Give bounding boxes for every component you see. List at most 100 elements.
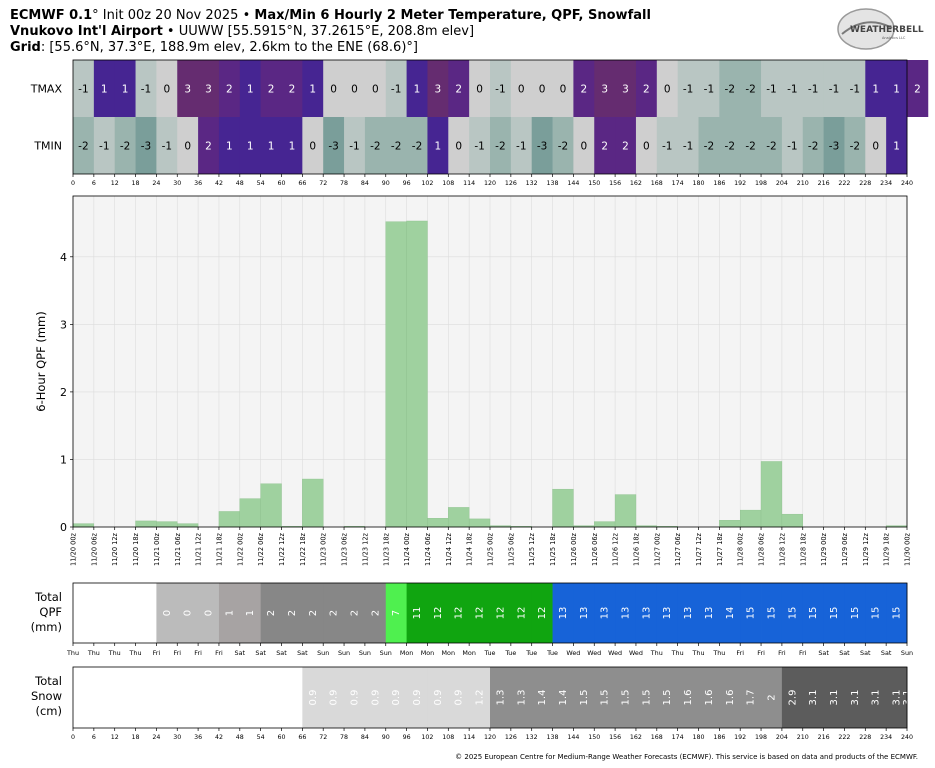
total-snow-hour-tick-label: 102: [421, 734, 433, 741]
qpf-date-tick-label: 11/29 00z: [820, 532, 828, 565]
total-qpf-weekday-label: Thu: [108, 649, 121, 657]
total-qpf-weekday-label: Fri: [153, 649, 161, 657]
total-qpf-label: QPF: [39, 605, 62, 619]
total-snow-cell: [635, 667, 658, 728]
qpf-ytick-label: 4: [60, 251, 67, 264]
total-qpf-weekday-label: Thu: [87, 649, 100, 657]
total-snow-hour-tick-label: 222: [838, 734, 850, 741]
total-qpf-weekday-label: Thu: [671, 649, 684, 657]
temp-hour-tick-label: 42: [215, 180, 223, 187]
total-snow-hour-tick-label: 84: [361, 734, 369, 741]
tmax-value: -1: [850, 84, 860, 96]
tmax-cell: [406, 60, 428, 117]
tmax-value: -1: [495, 84, 505, 96]
temp-hour-tick-label: 240: [901, 180, 913, 187]
temp-hour-tick-label: 138: [547, 180, 559, 187]
tmax-value: 1: [247, 84, 254, 96]
total-qpf-value: 13: [683, 607, 694, 620]
tmax-cell: [844, 60, 866, 117]
qpf-date-tick-label: 11/29 06z: [841, 532, 849, 565]
qpf-date-tick-label: 11/22 18z: [299, 532, 307, 565]
qpf-date-tick-label: 11/29 18z: [883, 532, 891, 565]
total-snow-hour-tick-label: 78: [340, 734, 348, 741]
tmin-value: -3: [829, 141, 839, 153]
total-qpf-weekday-label: Sat: [839, 649, 850, 657]
total-snow-cell: [364, 667, 387, 728]
total-snow-value: 1.5: [600, 690, 611, 706]
total-snow-label: Total: [34, 674, 62, 688]
tmax-value: -1: [787, 84, 797, 96]
total-qpf-value: 15: [829, 607, 840, 620]
temp-hour-tick-label: 144: [567, 180, 579, 187]
tmin-value: -1: [516, 141, 526, 153]
total-snow-cell: [406, 667, 428, 728]
tmax-value: 1: [101, 84, 108, 96]
tmax-value: -1: [808, 84, 818, 96]
total-snow-hour-tick-label: 120: [484, 734, 496, 741]
total-snow-hour-tick-label: 162: [630, 734, 642, 741]
tmax-cell: [656, 60, 679, 117]
qpf-date-tick-label: 11/22 00z: [236, 532, 244, 565]
total-qpf-value: 12: [475, 607, 486, 620]
temp-hour-tick-label: 12: [111, 180, 119, 187]
tmin-value: -3: [537, 141, 547, 153]
total-qpf-cell: [552, 583, 574, 643]
tmin-cell: [740, 117, 762, 174]
tmin-value: 2: [601, 141, 608, 153]
tmin-value: 1: [268, 141, 275, 153]
total-qpf-cell: [406, 583, 428, 643]
total-qpf-cell: [385, 583, 407, 643]
qpf-date-tick-label: 11/28 06z: [758, 532, 766, 565]
total-snow-cell: [781, 667, 804, 728]
total-qpf-weekday-label: Fri: [215, 649, 223, 657]
tmax-value: 0: [372, 84, 379, 96]
tmax-cell: [469, 60, 491, 117]
total-snow-hour-tick-label: 132: [526, 734, 538, 741]
total-qpf-weekday-label: Mon: [462, 649, 475, 657]
total-snow-value: 1.5: [641, 690, 652, 706]
total-qpf-value: 15: [850, 607, 861, 620]
qpf-date-tick-label: 11/21 18z: [215, 532, 223, 565]
qpf-date-tick-label: 11/29 12z: [862, 532, 870, 565]
tmin-cell: [239, 117, 262, 174]
qpf-bar: [719, 520, 741, 528]
tmin-value: -1: [683, 141, 693, 153]
tmax-value: 0: [664, 84, 671, 96]
qpf-bar: [427, 518, 449, 528]
total-snow-hour-tick-label: 18: [132, 734, 140, 741]
tmin-value: 1: [226, 141, 233, 153]
tmin-cell: [886, 117, 908, 174]
total-snow-label: Snow: [31, 689, 62, 703]
station-details: • UUWW [55.5915°N, 37.2615°E, 208.8m ele…: [163, 24, 474, 39]
tmin-value: 1: [435, 141, 442, 153]
total-snow-value: 3.1: [871, 690, 882, 706]
temp-hour-tick-label: 174: [672, 180, 684, 187]
tmax-cell: [886, 60, 908, 117]
total-qpf-weekday-label: Thu: [650, 649, 663, 657]
tmax-cell: [531, 60, 553, 117]
tmin-cell: [510, 117, 533, 174]
tmax-value: -2: [725, 84, 735, 96]
tmax-value: 2: [289, 84, 296, 96]
total-snow-value: 3.1: [902, 690, 913, 706]
tmin-cell: [719, 117, 741, 174]
qpf-date-tick-label: 11/28 00z: [737, 532, 745, 565]
total-snow-cell: [886, 667, 908, 728]
temp-hour-tick-label: 132: [526, 180, 538, 187]
total-snow-cell: [573, 667, 595, 728]
qpf-date-tick-label: 11/25 18z: [549, 532, 557, 565]
total-qpf-cell: [844, 583, 866, 643]
svg-text:Vnukovo Int'l Airport • UUWW [: Vnukovo Int'l Airport • UUWW [55.5915°N,…: [10, 24, 474, 39]
qpf-date-tick-label: 11/26 00z: [570, 532, 578, 565]
qpf-bar: [385, 221, 407, 528]
qpf-bar: [156, 521, 178, 528]
tmax-cell: [510, 60, 533, 117]
temp-hour-tick-label: 84: [361, 180, 369, 187]
total-qpf-cell: [344, 583, 366, 643]
total-snow-cell: [344, 667, 366, 728]
tmax-cell: [823, 60, 845, 117]
total-qpf-value: 12: [537, 607, 548, 620]
tmax-value: -1: [141, 84, 151, 96]
tmin-value: 1: [893, 141, 900, 153]
